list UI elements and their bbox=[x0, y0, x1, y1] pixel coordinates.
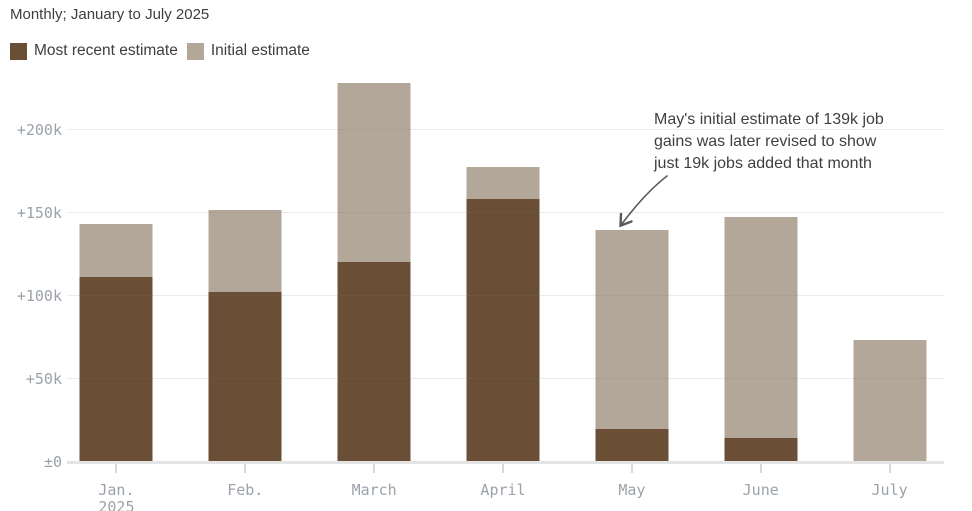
bar-column: Jan. 2025 bbox=[52, 75, 181, 511]
bar-initial-estimate bbox=[595, 230, 669, 461]
annotation-text: May's initial estimate of 139k job gains… bbox=[654, 109, 934, 175]
x-axis-line bbox=[67, 461, 944, 464]
chart-title: Monthly; January to July 2025 bbox=[10, 6, 210, 23]
bar-column: March bbox=[310, 75, 439, 499]
gridline bbox=[67, 212, 944, 213]
gridline bbox=[67, 129, 944, 130]
bar-column: June bbox=[696, 75, 825, 499]
x-axis-tick bbox=[502, 462, 504, 473]
bar-column: July bbox=[825, 75, 954, 499]
legend-swatch-most-recent-icon bbox=[10, 42, 27, 60]
x-axis-label: March bbox=[351, 481, 397, 499]
x-axis-tick bbox=[244, 462, 247, 473]
bar-most-recent-estimate bbox=[337, 261, 411, 461]
x-axis-label: July bbox=[871, 481, 908, 499]
legend-swatch-initial-icon bbox=[186, 42, 204, 60]
bar-initial-estimate bbox=[853, 339, 927, 461]
y-axis-label: +50k bbox=[25, 370, 62, 388]
bar-columns: Jan. 2025 Feb. March April May June July bbox=[52, 75, 954, 511]
x-axis-label: Feb. bbox=[227, 481, 264, 499]
x-axis-tick bbox=[115, 462, 118, 473]
annotation-line: May's initial estimate of 139k job bbox=[654, 111, 884, 128]
y-axis-label: +100k bbox=[16, 287, 62, 305]
x-axis-label: May bbox=[618, 481, 646, 499]
annotation-line: gains was later revised to show bbox=[654, 133, 877, 150]
bar-most-recent-estimate bbox=[208, 291, 282, 461]
annotation-arrow-icon bbox=[610, 175, 668, 232]
y-axis-label: ±0 bbox=[43, 453, 62, 471]
bar-most-recent-estimate bbox=[724, 437, 798, 461]
annotation-line: just 19k jobs added that month bbox=[654, 155, 872, 172]
legend-item-most-recent: Most recent estimate bbox=[10, 42, 178, 60]
x-axis-label: June bbox=[742, 481, 779, 499]
bar-most-recent-estimate bbox=[595, 429, 669, 461]
y-axis-label: +200k bbox=[16, 121, 62, 139]
x-axis-tick bbox=[373, 462, 376, 473]
bar-column: April bbox=[439, 75, 568, 499]
legend-label-initial: Initial estimate bbox=[210, 42, 310, 59]
x-axis-label: Jan. 2025 bbox=[98, 481, 135, 511]
y-axis-label: +150k bbox=[16, 204, 62, 222]
gridline bbox=[67, 378, 944, 379]
bar-most-recent-estimate bbox=[79, 276, 153, 461]
bar-column: May bbox=[567, 75, 696, 499]
bar-most-recent-estimate bbox=[466, 198, 540, 461]
legend: Most recent estimate Initial estimate bbox=[10, 42, 310, 60]
legend-item-initial: Initial estimate bbox=[186, 42, 310, 60]
x-axis-tick bbox=[630, 462, 633, 473]
bar-initial-estimate bbox=[724, 216, 798, 461]
x-axis-tick bbox=[888, 462, 891, 473]
gridline bbox=[67, 295, 944, 296]
bar-column: Feb. bbox=[181, 75, 310, 499]
x-axis-tick bbox=[759, 462, 762, 473]
x-axis-label: April bbox=[480, 481, 526, 499]
legend-label-most-recent: Most recent estimate bbox=[34, 42, 178, 59]
